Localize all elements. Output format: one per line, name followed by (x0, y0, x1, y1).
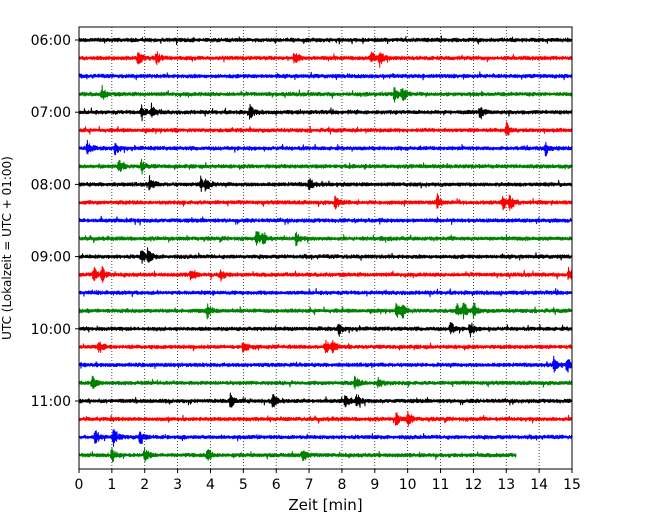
y-tick-label: 08:00 (31, 177, 71, 193)
x-tick-label: 3 (173, 477, 182, 493)
x-tick-label: 10 (399, 477, 417, 493)
x-tick-label: 4 (206, 477, 215, 493)
trace-0915 (78, 265, 573, 283)
x-tick-label: 11 (432, 477, 450, 493)
trace-0645 (78, 84, 573, 103)
plot-frame (78, 26, 573, 470)
y-axis: 06:00 07:00 08:00 09:00 10:00 11:00 (31, 33, 79, 410)
y-tick-label: 06:00 (31, 33, 71, 49)
x-tick-label: 12 (464, 477, 482, 493)
trace-0730 (78, 139, 573, 157)
trace-1100 (78, 392, 573, 408)
x-tick-label: 14 (530, 477, 548, 493)
traces-layer (78, 35, 573, 463)
y-tick-label: 11:00 (31, 394, 71, 410)
y-tick-label: 09:00 (31, 250, 71, 266)
trace-0600 (78, 35, 573, 46)
trace-0700 (78, 102, 573, 122)
y-tick-label: 10:00 (31, 322, 71, 338)
trace-1045 (78, 375, 573, 390)
x-tick-label: 5 (239, 477, 248, 493)
trace-0845 (78, 231, 573, 247)
x-tick-label: 7 (305, 477, 314, 493)
trace-1000 (78, 322, 573, 338)
trace-1115 (78, 410, 573, 427)
trace-1145 (78, 447, 517, 463)
x-tick-label: 2 (140, 477, 149, 493)
y-tick-label: 07:00 (31, 105, 71, 121)
x-tick-label: 15 (563, 477, 581, 493)
trace-0745 (78, 158, 573, 175)
trace-0815 (78, 193, 573, 211)
x-tick-label: 9 (370, 477, 379, 493)
x-tick-label: 1 (107, 477, 116, 493)
trace-0630 (78, 71, 573, 81)
trace-0930 (78, 287, 573, 298)
trace-0800 (78, 175, 573, 192)
x-axis: 0 1 2 3 4 5 6 7 8 9 10 11 12 13 14 15 (75, 469, 581, 493)
trace-1130 (78, 428, 573, 447)
trace-0900 (78, 247, 573, 264)
x-tick-label: 0 (75, 477, 84, 493)
x-tick-label: 13 (497, 477, 515, 493)
x-axis-label: Zeit [min] (288, 496, 362, 514)
y-axis-label: UTC (Lokalzeit = UTC + 01:00) (0, 156, 14, 340)
trace-1015 (78, 339, 573, 354)
trace-0830 (78, 215, 573, 226)
x-tick-label: 6 (272, 477, 281, 493)
trace-0715 (78, 121, 573, 136)
trace-1030 (78, 355, 573, 373)
x-tick-label: 8 (337, 477, 346, 493)
trace-0945 (78, 302, 573, 320)
trace-0615 (78, 51, 573, 68)
